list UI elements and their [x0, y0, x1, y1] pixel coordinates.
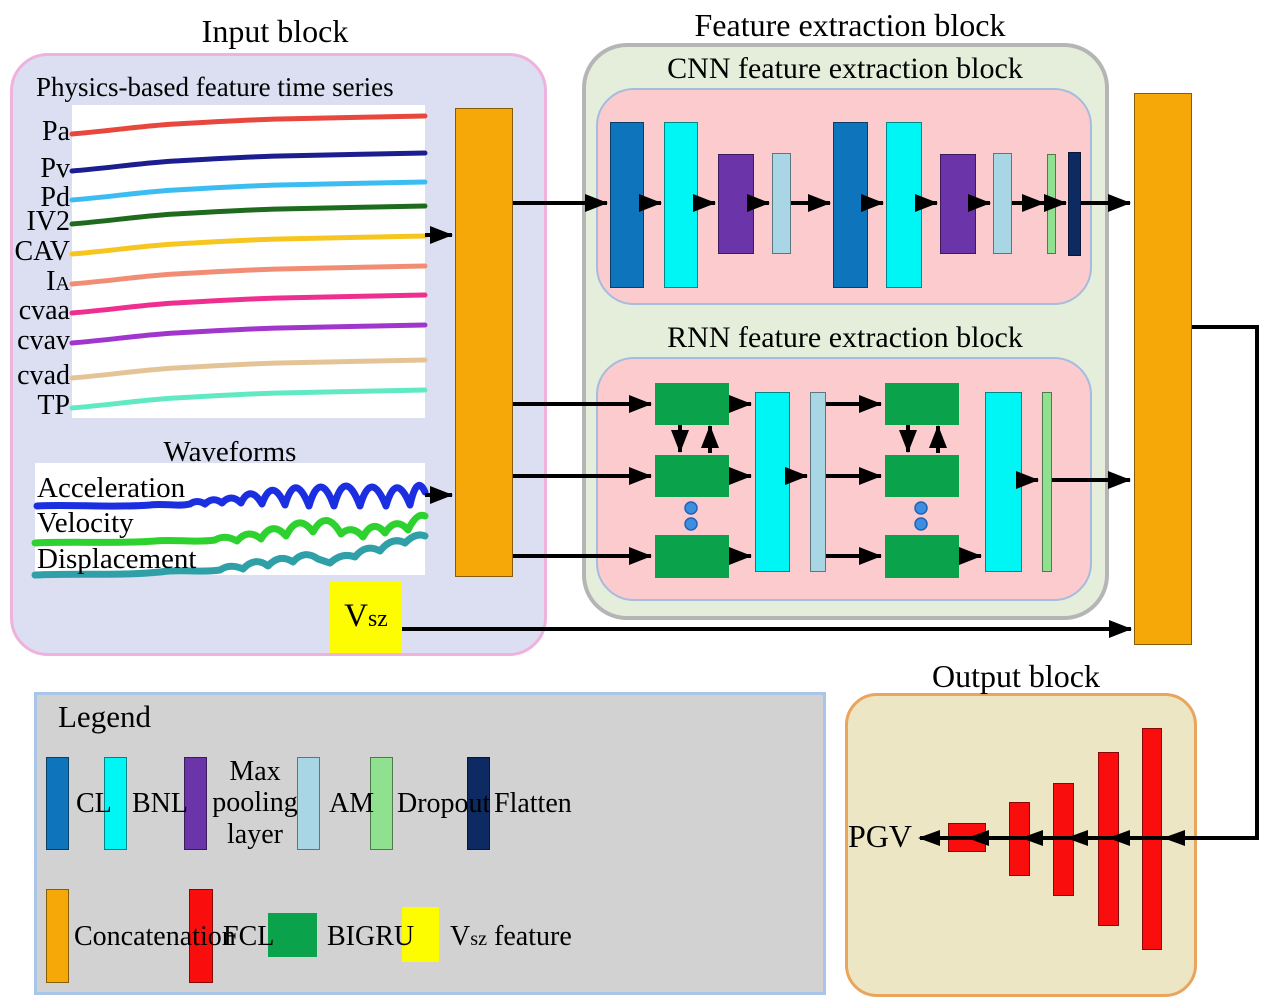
- series-label-cvad: cvad: [17, 360, 70, 391]
- fcl-bar-3: [1053, 783, 1074, 896]
- cnn-maxpool-bar-2: [940, 154, 976, 254]
- rnn-bnl-bar-2: [985, 392, 1022, 572]
- legend-label-concatenation: Concatenation: [74, 921, 236, 952]
- fcl-bar-5: [948, 823, 986, 852]
- cnn-cl-bar-1: [610, 122, 644, 288]
- legend-swatch-flatten: [467, 757, 490, 850]
- legend-label-maxpool: Max pooling layer: [212, 756, 298, 850]
- series-label-cav: CAV: [14, 236, 70, 267]
- pgv-label: PGV: [848, 818, 913, 854]
- series-label-cvaa: cvaa: [18, 295, 70, 326]
- waveform-label-velocity: Velocity: [37, 507, 134, 539]
- rnn-am-bar: [810, 392, 826, 572]
- physics-series-plot-area: [72, 105, 425, 418]
- legend-swatch-bigru: [268, 913, 317, 957]
- cnn-bnl-bar-1: [664, 122, 698, 288]
- bigru-box-2-1: [885, 383, 959, 425]
- legend-label-vsz: Vsz feature: [450, 921, 572, 952]
- vsz-feature-label: Vsz: [344, 598, 388, 634]
- output-block-title: Output block: [932, 658, 1100, 694]
- legend-swatch-cl: [46, 757, 69, 850]
- series-label-ia: IA: [46, 266, 70, 297]
- rnn-block-title: RNN feature extraction block: [667, 321, 1023, 354]
- cnn-dropout-bar: [1047, 154, 1056, 254]
- legend-swatch-dropout: [370, 757, 393, 850]
- legend-swatch-vsz: [402, 907, 439, 962]
- cnn-flatten-bar: [1068, 152, 1081, 256]
- bigru-box-1-2: [655, 455, 729, 497]
- legend-swatch-am: [297, 757, 320, 850]
- legend-swatch-bnl: [104, 757, 127, 850]
- legend-label-am: AM: [329, 788, 375, 819]
- fcl-bar-2: [1098, 752, 1119, 926]
- legend-label-flatten: Flatten: [494, 788, 572, 819]
- waveform-label-acceleration: Acceleration: [37, 472, 186, 504]
- series-label-iv2: IV2: [26, 206, 70, 237]
- series-label-pa: Pa: [42, 116, 70, 147]
- fcl-bar-4: [1009, 802, 1030, 876]
- bigru-box-1-3: [655, 535, 729, 578]
- legend-label-cl: CL: [76, 788, 112, 819]
- feature-extraction-title: Feature extraction block: [694, 7, 1006, 43]
- series-label-pd: Pd: [40, 182, 70, 213]
- concatenation-bar-input: [455, 108, 513, 577]
- bigru-box-2-2: [885, 455, 959, 497]
- fcl-bar-1: [1142, 728, 1162, 950]
- series-label-tp: TP: [37, 390, 70, 421]
- series-label-pv: Pv: [40, 153, 70, 184]
- rnn-bnl-bar-1: [755, 392, 790, 572]
- cnn-am-bar-1: [772, 153, 791, 254]
- legend-swatch-concatenation: [46, 889, 69, 983]
- cnn-block-title: CNN feature extraction block: [667, 52, 1023, 85]
- legend-title: Legend: [58, 699, 151, 734]
- legend-label-fcl: FCL: [223, 921, 275, 952]
- legend-label-dropout: Dropout: [397, 788, 491, 819]
- bigru-box-2-3: [885, 535, 959, 578]
- legend-swatch-maxpool: [184, 757, 207, 850]
- vsz-feature-box: [330, 582, 402, 653]
- rnn-dropout-bar: [1042, 392, 1052, 572]
- waveforms-title: Waveforms: [163, 436, 297, 468]
- series-label-cvav: cvav: [17, 325, 70, 356]
- input-block-title: Input block: [201, 13, 349, 49]
- waveform-label-displacement: Displacement: [37, 543, 197, 575]
- legend-label-bigru: BIGRU: [327, 921, 415, 952]
- cnn-bnl-bar-2: [886, 122, 922, 288]
- bigru-box-1-1: [655, 383, 729, 425]
- cnn-am-bar-2: [993, 153, 1012, 254]
- legend-label-bnl: BNL: [132, 788, 188, 819]
- cnn-maxpool-bar-1: [718, 154, 754, 254]
- concatenation-bar-features: [1134, 93, 1192, 645]
- cnn-cl-bar-2: [833, 122, 868, 288]
- physics-series-title: Physics-based feature time series: [36, 72, 394, 102]
- legend-swatch-fcl: [189, 889, 213, 983]
